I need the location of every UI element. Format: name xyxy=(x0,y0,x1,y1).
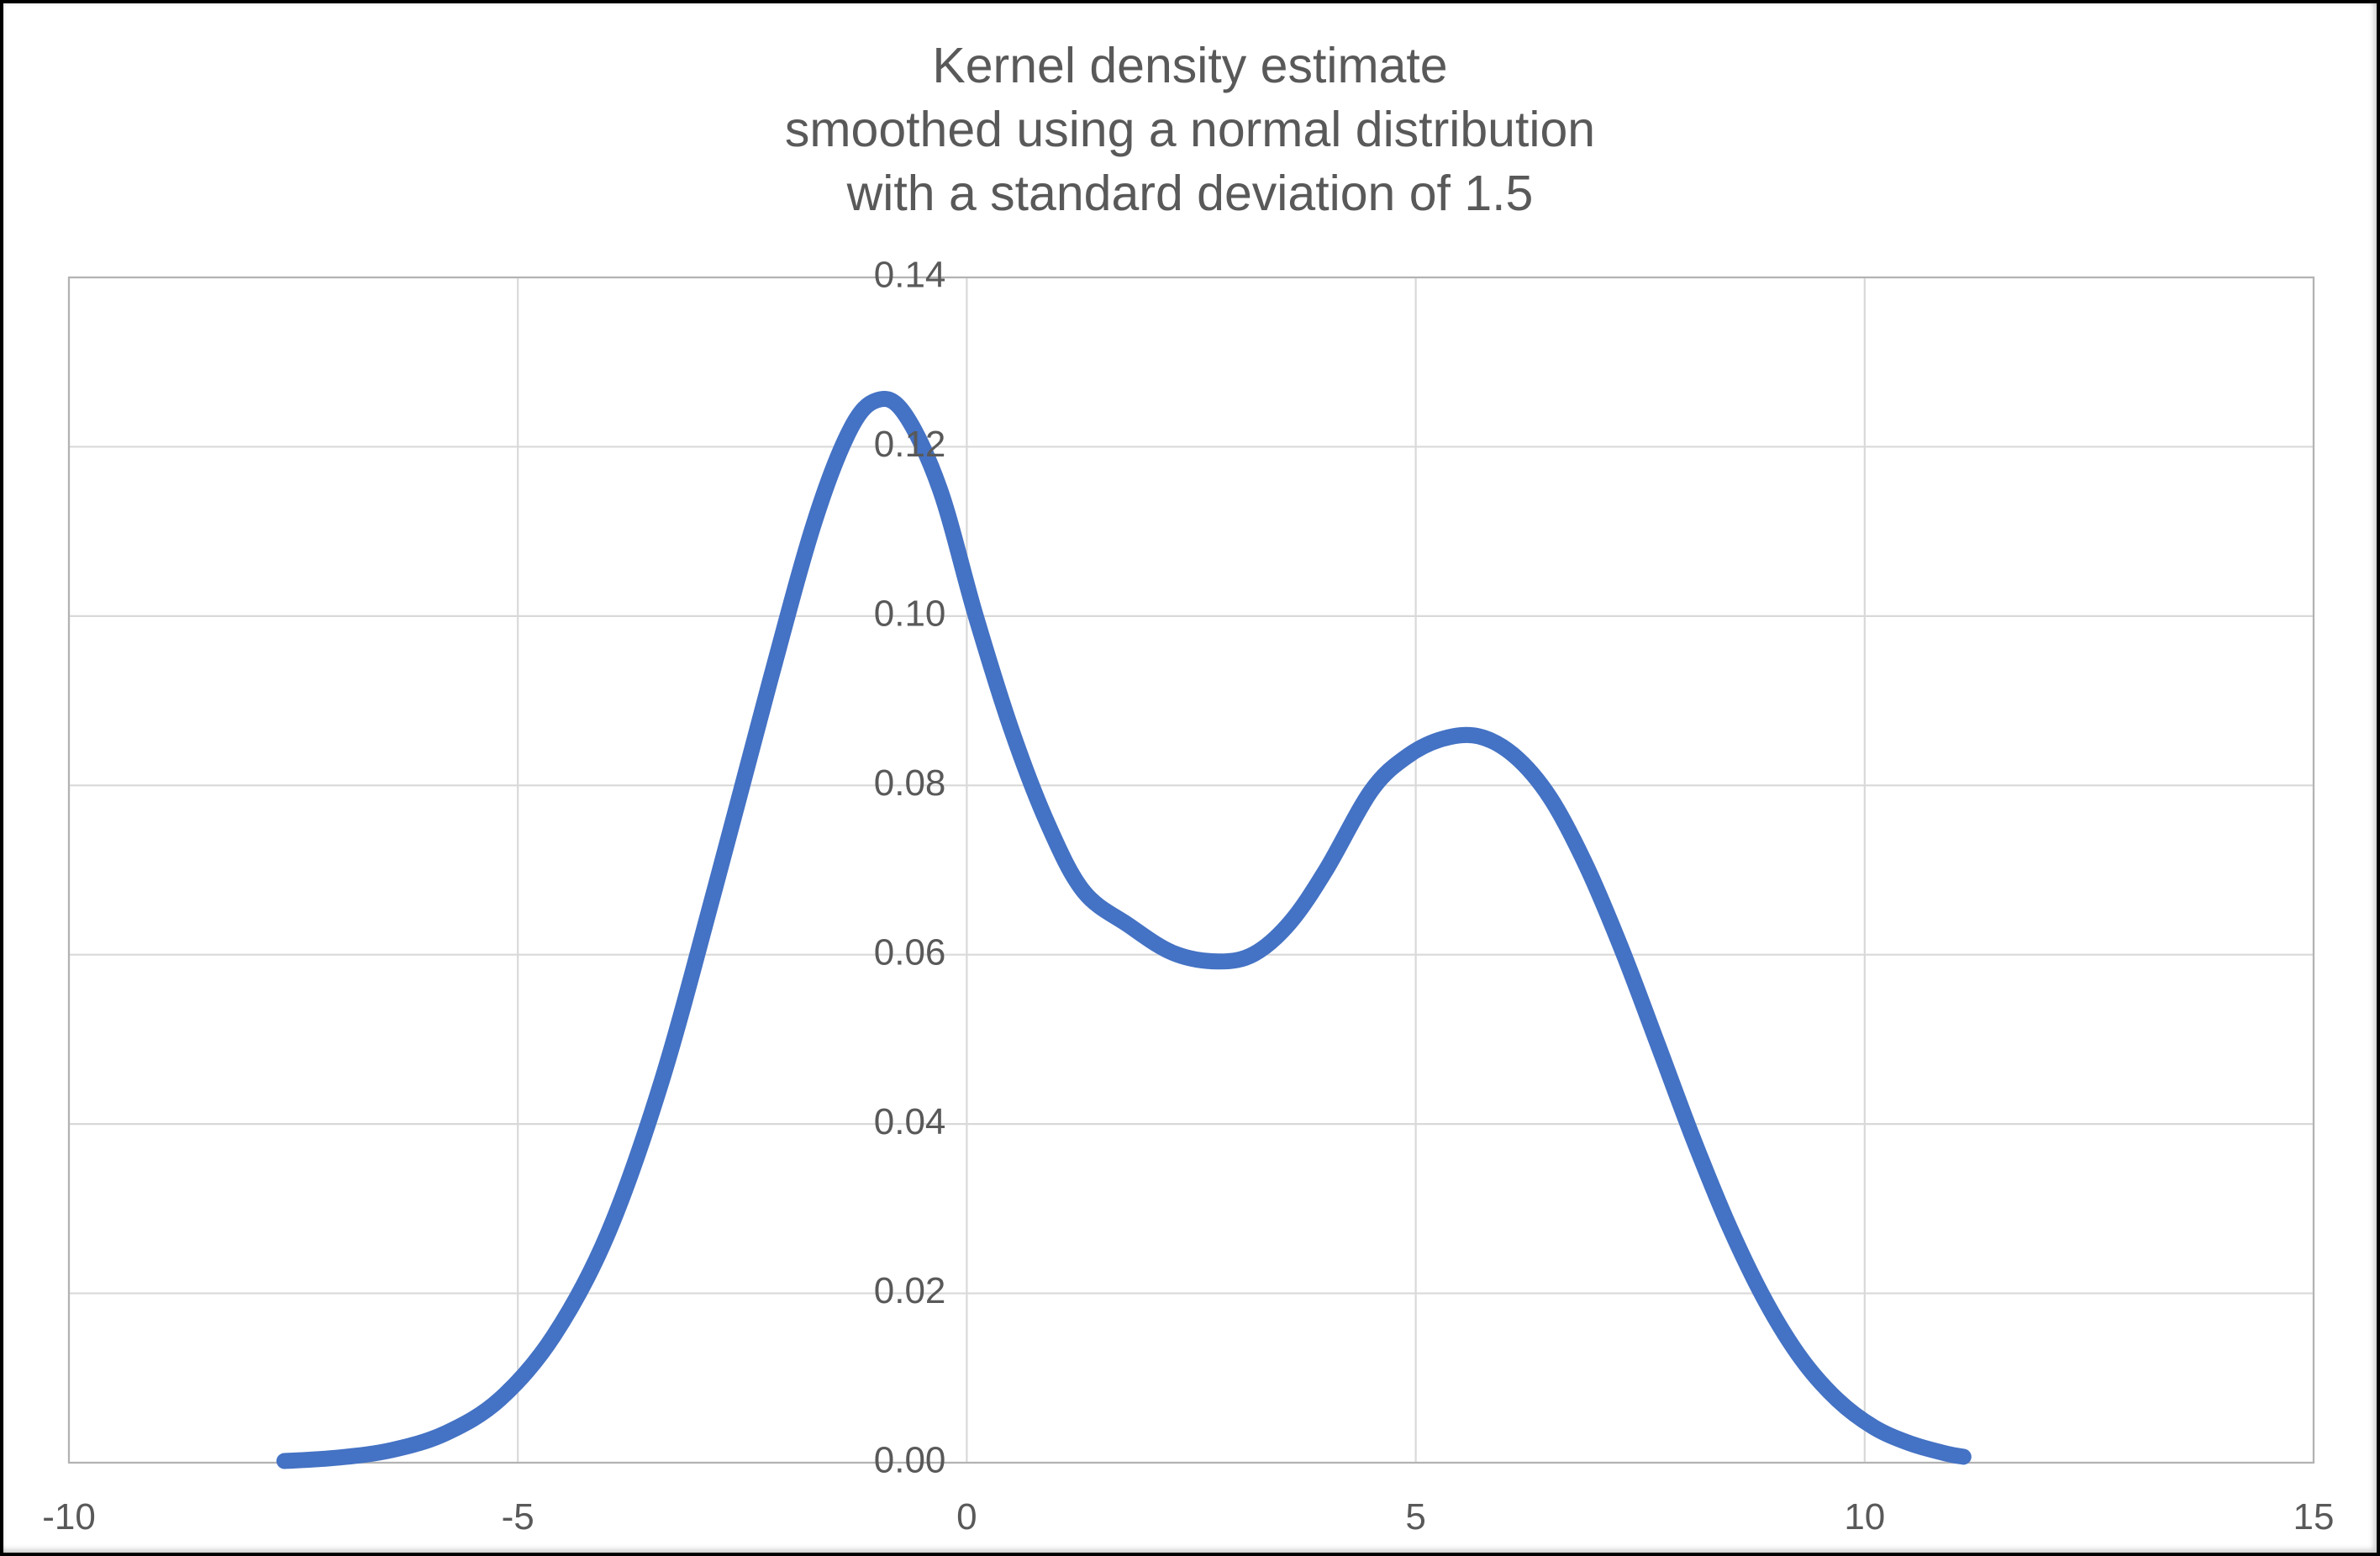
svg-text:0.02: 0.02 xyxy=(874,1270,946,1311)
svg-text:-10: -10 xyxy=(42,1496,96,1538)
svg-text:-5: -5 xyxy=(502,1496,534,1538)
svg-text:0.08: 0.08 xyxy=(874,762,946,804)
svg-text:15: 15 xyxy=(2293,1496,2335,1538)
svg-text:0.06: 0.06 xyxy=(874,931,946,973)
svg-text:0.14: 0.14 xyxy=(874,255,946,296)
svg-text:0.00: 0.00 xyxy=(874,1440,946,1481)
svg-text:0.10: 0.10 xyxy=(874,593,946,634)
svg-text:10: 10 xyxy=(1844,1496,1885,1538)
svg-text:0: 0 xyxy=(956,1496,977,1538)
svg-text:0.04: 0.04 xyxy=(874,1101,946,1142)
svg-text:0.12: 0.12 xyxy=(874,424,946,465)
svg-text:5: 5 xyxy=(1405,1496,1425,1538)
